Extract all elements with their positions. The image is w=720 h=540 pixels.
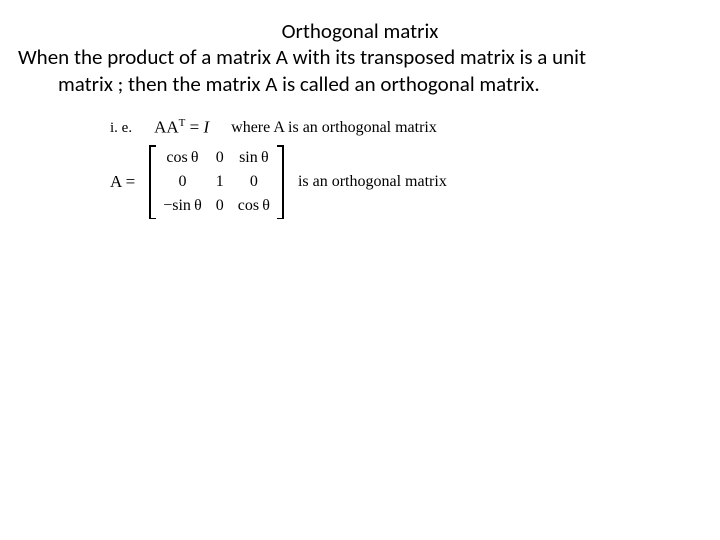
matrix-cell: cos θ [238,197,270,215]
definition-line-2: matrix ; then the matrix A is called an … [18,71,702,97]
trailing-text: is an orthogonal matrix [298,173,447,191]
slide-title: Orthogonal matrix [0,18,720,44]
ie-label: i. e. [110,120,132,137]
equation-equals: = [185,117,203,136]
where-clause: where A is an orthogonal matrix [231,119,437,137]
matrix: cos θ 0 sin θ 0 1 0 −sin θ 0 cos θ [149,145,284,219]
matrix-cell: 1 [216,173,224,191]
matrix-cell: 0 [238,173,270,191]
left-bracket-icon [149,145,157,219]
equation-rhs: I [203,117,209,136]
matrix-body: cos θ 0 sin θ 0 1 0 −sin θ 0 cos θ [157,145,276,219]
a-equals-label: A = [110,172,135,192]
right-bracket-icon [276,145,284,219]
matrix-cell: sin θ [238,149,270,167]
equation-line: i. e. AAT = I where A is an orthogonal m… [110,117,720,138]
definition-line-1: When the product of a matrix A with its … [18,44,702,70]
matrix-cell: 0 [216,197,224,215]
math-block: i. e. AAT = I where A is an orthogonal m… [110,117,720,220]
matrix-cell: cos θ [163,149,202,167]
slide: Orthogonal matrix When the product of a … [0,0,720,540]
matrix-cell: 0 [216,149,224,167]
equation-lhs: AA [154,117,179,136]
matrix-cell: 0 [163,173,202,191]
matrix-cell: −sin θ [163,197,202,215]
matrix-definition: A = cos θ 0 sin θ 0 1 0 −sin θ 0 cos θ i… [110,145,720,219]
definition-text: When the product of a matrix A with its … [0,44,720,97]
equation: AAT = I [154,117,209,138]
